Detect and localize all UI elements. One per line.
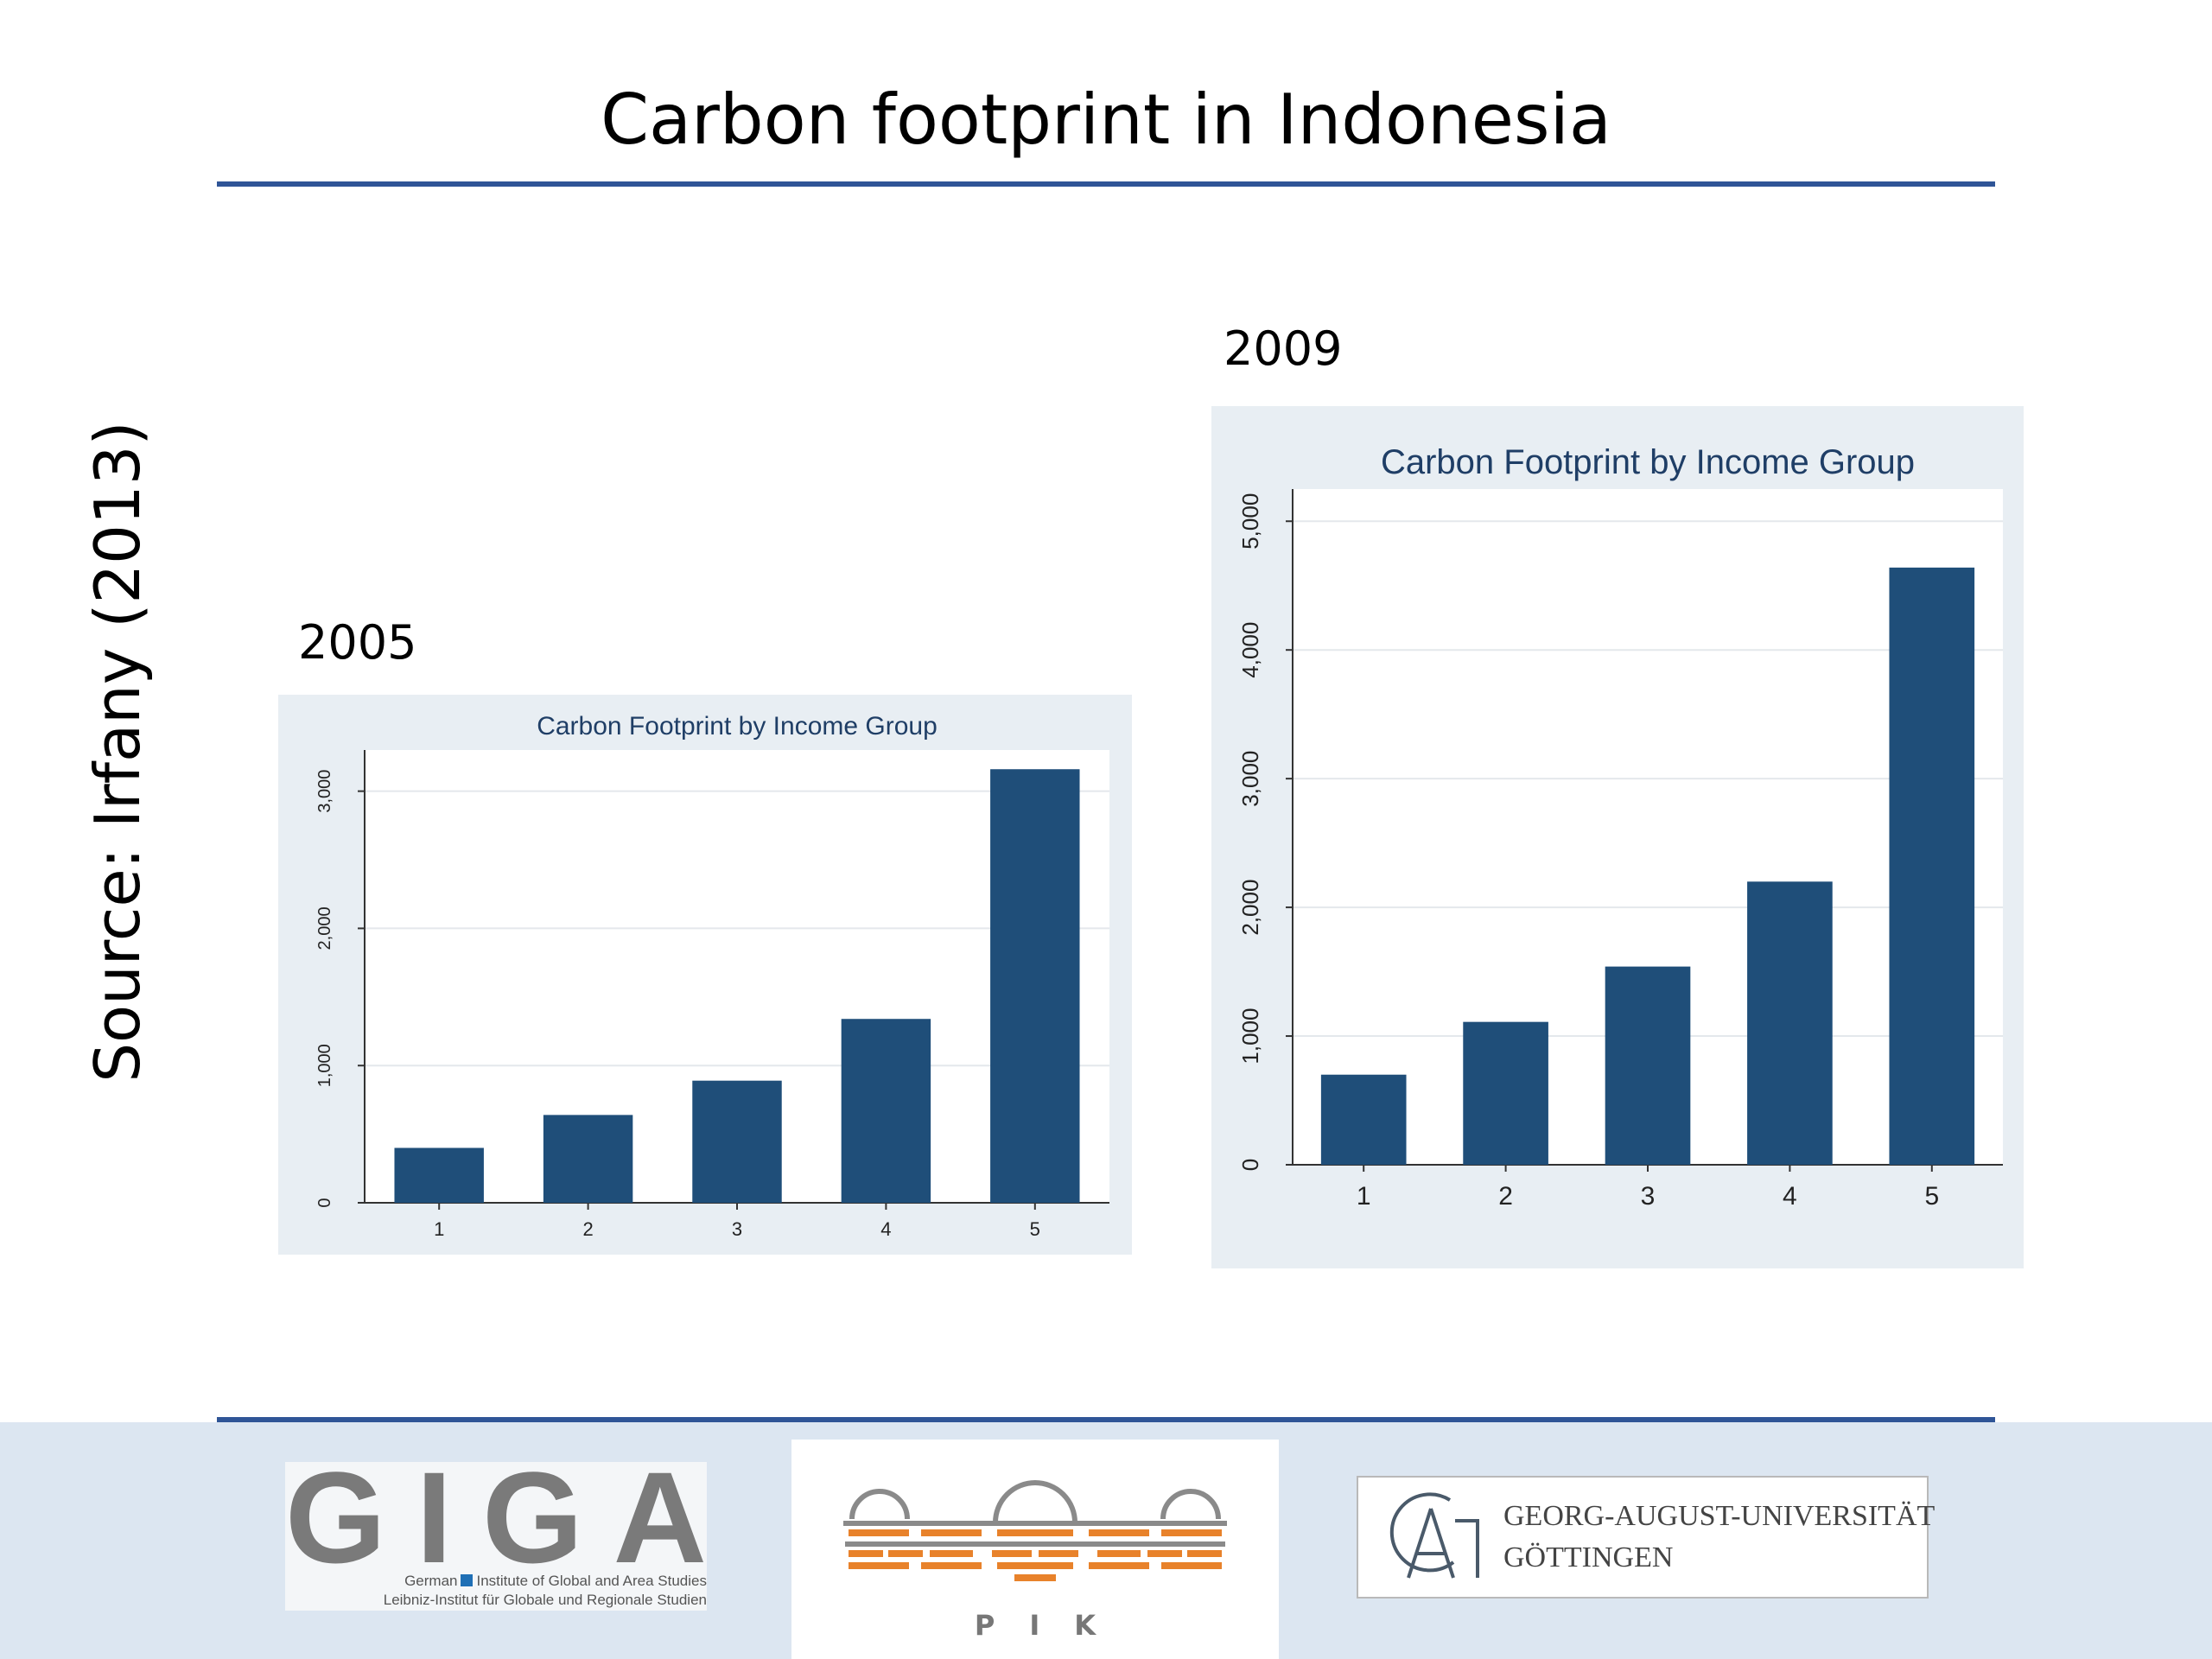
bar	[1320, 1074, 1407, 1165]
x-tick-label: 1	[1357, 1182, 1371, 1211]
goettingen-line-1: GEORG-AUGUST-UNIVERSITÄT	[1503, 1500, 1936, 1532]
giga-subtitle-1: German Institute of Global and Area Studi…	[404, 1573, 707, 1590]
x-tick-label: 3	[1641, 1182, 1656, 1211]
goettingen-seal-icon	[1389, 1492, 1479, 1579]
bar	[1463, 1021, 1548, 1165]
y-tick-label: 0	[315, 1198, 334, 1207]
chart-2009: Carbon Footprint by Income Group 0 1,000 2,…	[1211, 406, 2024, 1268]
y-tick-label: 1,000	[1237, 1008, 1263, 1065]
x-tick-label: 2	[582, 1218, 593, 1240]
giga-letter: A	[613, 1445, 707, 1590]
bar	[1889, 567, 1975, 1165]
bar	[543, 1115, 633, 1203]
source-text: Source: Irfany (2013)	[81, 421, 154, 1083]
x-tick-label: 2	[1498, 1182, 1513, 1211]
y-tick-label: 0	[1237, 1159, 1263, 1171]
bar	[394, 1147, 484, 1203]
y-tick-label: 2,000	[315, 906, 334, 950]
x-tick-label: 3	[732, 1218, 742, 1240]
panel-label-2009: 2009	[1224, 321, 1343, 376]
bar	[692, 1080, 782, 1203]
giga-letter: G	[482, 1445, 583, 1590]
giga-letter: I	[416, 1445, 453, 1590]
panel-label-2005: 2005	[298, 615, 417, 670]
bar	[990, 769, 1080, 1203]
y-tick-label: 2,000	[1237, 880, 1263, 936]
x-tick-label: 5	[1030, 1218, 1040, 1240]
chart-2005: Carbon Footprint by Income Group 0 1,000 2,…	[278, 695, 1132, 1255]
y-tick-label: 1,000	[315, 1044, 334, 1087]
giga-subtitle-2: Leibniz-Institut für Globale und Regiona…	[383, 1592, 707, 1608]
chart-title: Carbon Footprint by Income Group	[537, 712, 938, 741]
giga-logo: G I G A German Institute of Global and Ar…	[285, 1452, 707, 1611]
y-tick-label: 5,000	[1237, 493, 1263, 550]
footer-rule	[217, 1417, 1995, 1422]
y-tick-label: 3,000	[315, 770, 334, 813]
giga-sub-right: Institute of Global and Area Studies	[476, 1573, 707, 1589]
chart-title: Carbon Footprint by Income Group	[1381, 443, 1915, 481]
goettingen-line-2: GÖTTINGEN	[1503, 1541, 1674, 1573]
bar	[1747, 881, 1833, 1165]
giga-square-icon	[461, 1574, 474, 1586]
pik-emblem-icon	[843, 1480, 1227, 1581]
y-tick-label: 3,000	[1237, 751, 1263, 807]
giga-letter: G	[285, 1445, 386, 1590]
pik-wordmark: PIK	[974, 1609, 1131, 1642]
title-underline	[217, 181, 1995, 187]
giga-wordmark: G I G A	[285, 1445, 707, 1590]
x-tick-label: 4	[1783, 1182, 1797, 1211]
slide-title: Carbon footprint in Indonesia	[601, 79, 1611, 160]
pik-logo: PIK	[791, 1440, 1279, 1659]
x-tick-label: 4	[880, 1218, 891, 1240]
bar	[1605, 966, 1691, 1165]
y-tick-label: 4,000	[1237, 622, 1263, 678]
x-tick-label: 5	[1924, 1182, 1939, 1211]
bar	[841, 1019, 931, 1203]
giga-sub-left: German	[404, 1573, 458, 1589]
goettingen-logo: GEORG-AUGUST-UNIVERSITÄT GÖTTINGEN	[1357, 1476, 1935, 1599]
x-tick-label: 1	[434, 1218, 444, 1240]
